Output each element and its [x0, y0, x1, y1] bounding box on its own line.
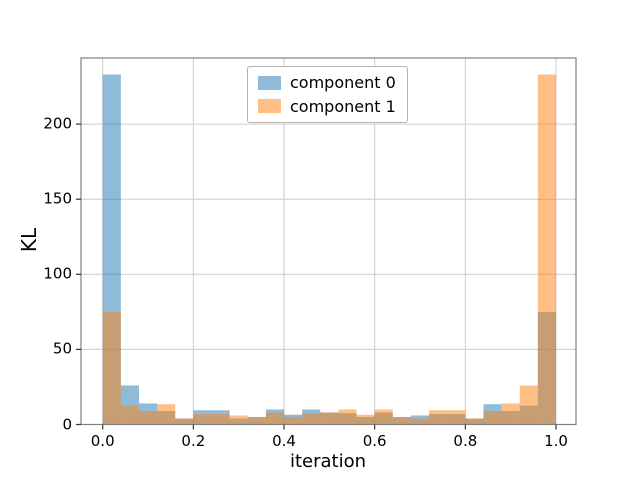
- y-tick-label: 150: [43, 189, 72, 208]
- legend-item-component1: component 1: [258, 96, 396, 116]
- hist-bar-series1-bin21: [483, 410, 502, 425]
- x-tick-label: 0.6: [362, 432, 387, 450]
- hist-bar-series1-bin4: [175, 418, 194, 425]
- x-tick-label: 1.0: [544, 432, 568, 450]
- hist-bar-series1-bin19: [447, 410, 466, 425]
- y-tick-label: 200: [43, 114, 72, 133]
- hist-bar-series1-bin16: [392, 416, 411, 425]
- plot-spines: [80, 57, 577, 426]
- hist-bar-series1-bin3: [157, 404, 176, 425]
- hist-bar-series1-bin2: [138, 410, 158, 425]
- legend-label-component0: component 0: [290, 73, 396, 92]
- hist-bar-series1-bin14: [356, 414, 375, 425]
- legend-label-component1: component 1: [290, 96, 396, 116]
- hist-bar-series1-bin9: [265, 412, 285, 425]
- x-tick-label: 0.0: [90, 432, 115, 450]
- hist-bar-series1-bin13: [338, 409, 357, 425]
- legend-swatch-component0-icon: [258, 75, 281, 90]
- y-axis-label: KL: [17, 227, 41, 253]
- hist-bar-series1-bin20: [465, 418, 484, 425]
- hist-bar-series1-bin5: [193, 413, 212, 425]
- hist-bar-series1-bin7: [229, 415, 248, 425]
- hist-bar-series1-bin15: [374, 409, 393, 425]
- hist-bar-series1-bin1: [120, 405, 139, 425]
- legend-item-component0: component 0: [258, 74, 396, 92]
- x-tick-label: 0.2: [181, 432, 206, 450]
- x-tick-label: 0.4: [272, 432, 296, 450]
- x-tick-label: 0.8: [453, 432, 478, 450]
- hist-bar-series1-bin17: [410, 418, 430, 425]
- hist-bar-series1-bin12: [320, 412, 339, 425]
- y-tick-label: 100: [43, 264, 72, 283]
- hist-bar-series1-bin22: [501, 403, 520, 425]
- hist-bar-series1-bin23: [519, 385, 538, 425]
- y-tick-label: 50: [52, 339, 72, 358]
- x-axis-label: iteration: [289, 451, 367, 472]
- hist-bar-series1-bin6: [211, 413, 230, 425]
- hist-bar-series1-bin8: [247, 416, 266, 425]
- legend: component 0 component 1: [247, 66, 408, 124]
- hist-bar-series1-bin24: [537, 74, 556, 425]
- hist-bar-series1-bin18: [429, 410, 448, 425]
- hist-bar-series1-bin0: [102, 311, 121, 425]
- hist-bar-series1-bin10: [284, 416, 303, 425]
- y-tick-label: 0: [62, 415, 72, 433]
- legend-swatch-component1-icon: [258, 99, 281, 114]
- hist-bar-series1-bin11: [302, 413, 321, 425]
